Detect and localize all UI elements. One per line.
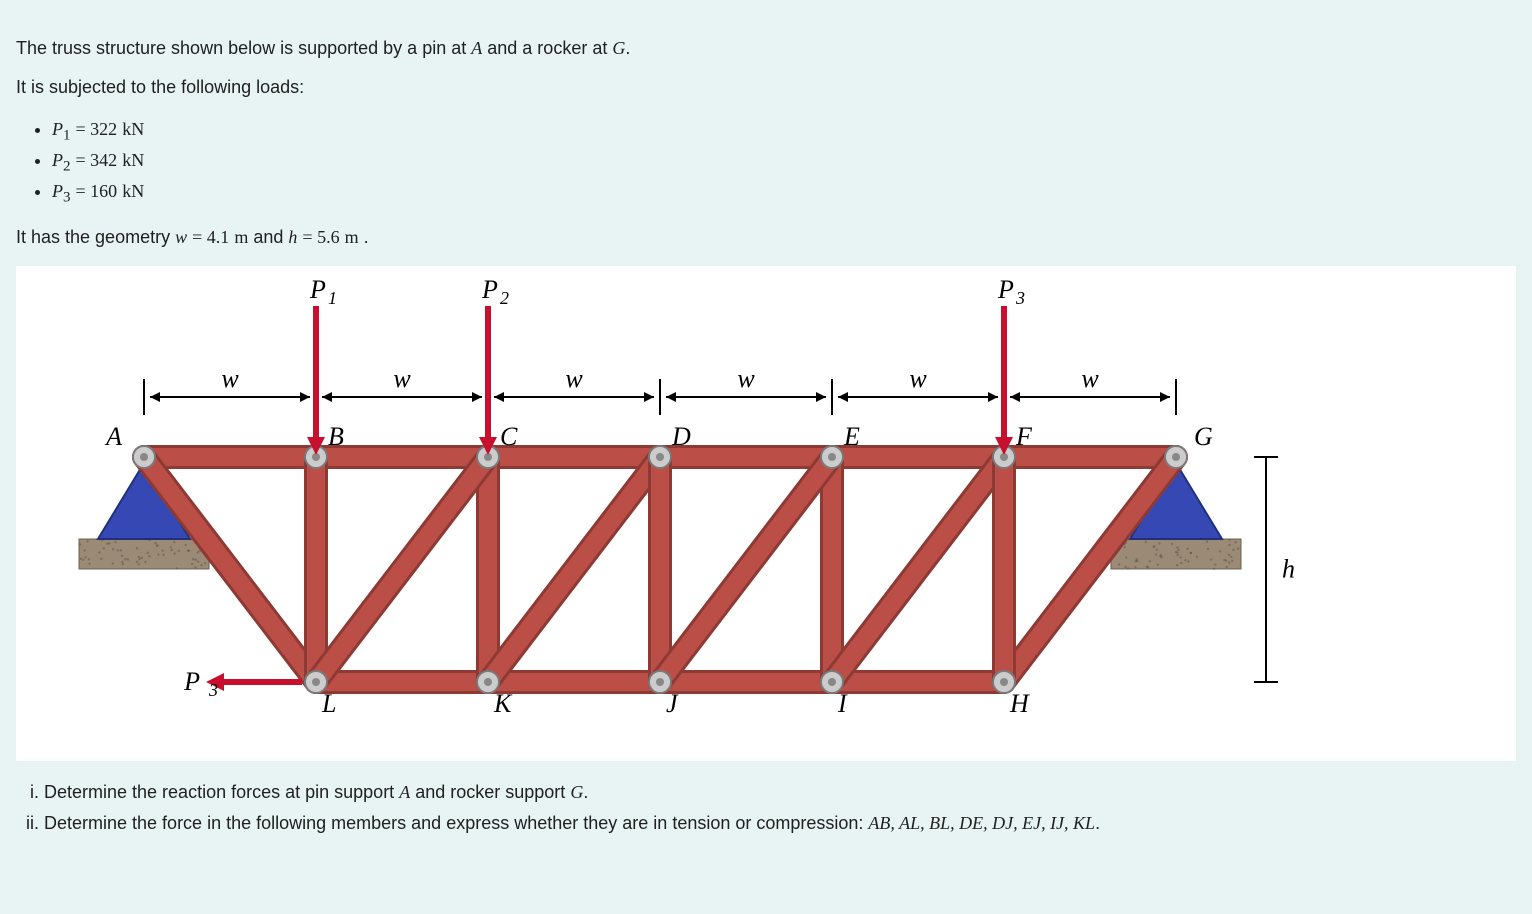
svg-text:w: w — [565, 364, 583, 393]
svg-text:h: h — [1282, 555, 1295, 584]
load-list: P1 = 322 kN P2 = 342 kN P3 = 160 kN — [52, 116, 1516, 209]
truss-diagram: wwwwwwhP1P2P3P3ABCDEFGLKJIH — [16, 266, 1516, 761]
svg-text:F: F — [1015, 422, 1033, 451]
svg-text:P: P — [997, 275, 1014, 304]
question-item: Determine the reaction forces at pin sup… — [44, 779, 1516, 806]
load-item: P1 = 322 kN — [52, 116, 1516, 147]
svg-text:P: P — [309, 275, 326, 304]
svg-text:w: w — [737, 364, 755, 393]
svg-text:I: I — [837, 689, 848, 718]
svg-text:w: w — [1081, 364, 1099, 393]
svg-text:E: E — [843, 422, 860, 451]
svg-text:3: 3 — [1015, 288, 1025, 308]
svg-text:w: w — [909, 364, 927, 393]
rocker-label: G — [612, 38, 625, 58]
svg-text:B: B — [328, 422, 344, 451]
svg-text:C: C — [500, 422, 518, 451]
load-item: P3 = 160 kN — [52, 178, 1516, 209]
svg-text:1: 1 — [328, 288, 337, 308]
intro-line: The truss structure shown below is suppo… — [16, 38, 1516, 59]
geometry-line: It has the geometry w = 4.1 m and h = 5.… — [16, 227, 1516, 248]
intro-b: and a rocker at — [487, 38, 607, 58]
svg-text:P: P — [481, 275, 498, 304]
svg-text:3: 3 — [208, 680, 218, 700]
svg-text:w: w — [221, 364, 239, 393]
load-item: P2 = 342 kN — [52, 147, 1516, 178]
question-item: Determine the force in the following mem… — [44, 810, 1516, 837]
svg-text:J: J — [666, 689, 679, 718]
svg-text:P: P — [183, 667, 200, 696]
svg-text:G: G — [1194, 422, 1213, 451]
svg-text:H: H — [1009, 689, 1030, 718]
question-list: Determine the reaction forces at pin sup… — [44, 779, 1516, 837]
svg-text:K: K — [493, 689, 513, 718]
svg-text:L: L — [321, 689, 336, 718]
svg-text:w: w — [393, 364, 411, 393]
subject-line: It is subjected to the following loads: — [16, 77, 1516, 98]
svg-text:D: D — [671, 422, 691, 451]
svg-text:2: 2 — [500, 288, 509, 308]
svg-text:A: A — [104, 422, 122, 451]
pin-label: A — [471, 38, 482, 58]
intro-a: The truss structure shown below is suppo… — [16, 38, 466, 58]
